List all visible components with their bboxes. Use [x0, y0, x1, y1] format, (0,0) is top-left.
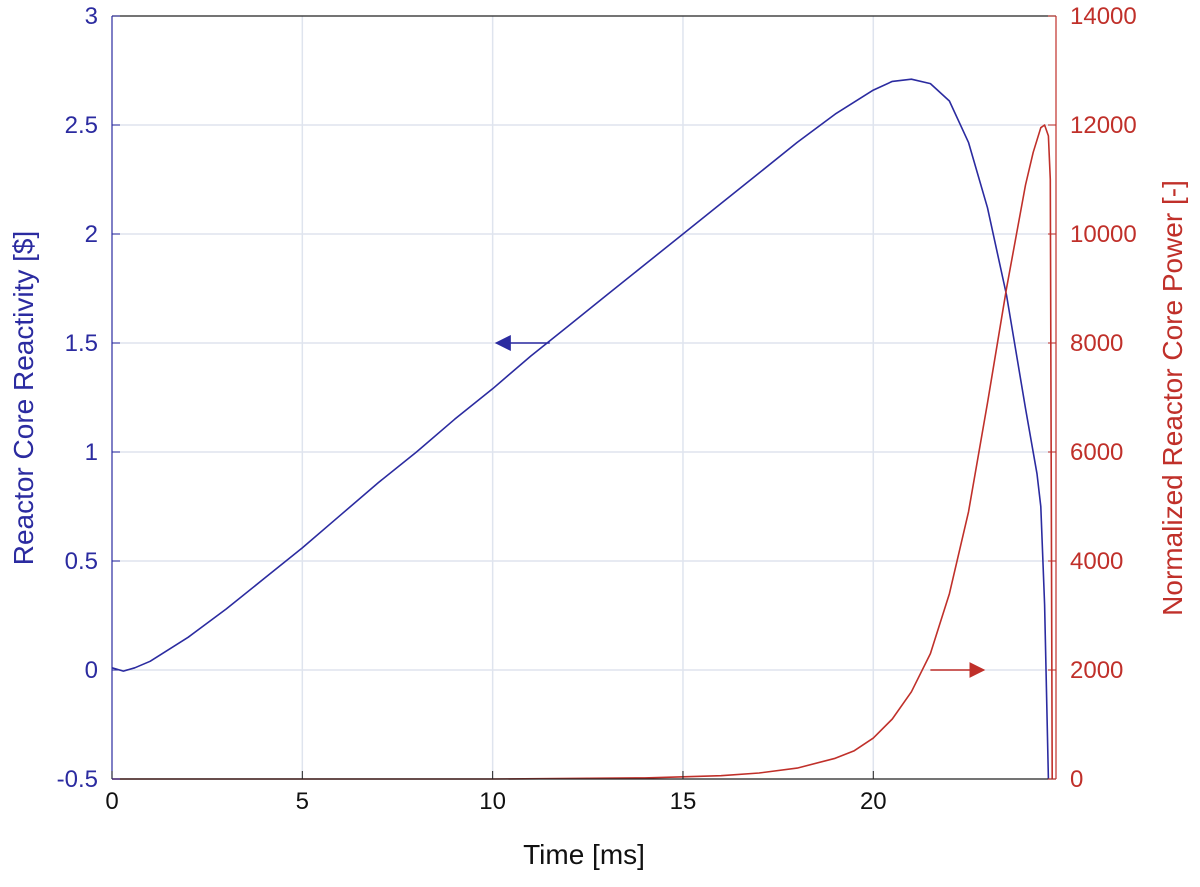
left-tick-label: 3 — [85, 3, 98, 30]
right-tick-label: 2000 — [1070, 657, 1123, 684]
x-tick-label: 0 — [105, 788, 118, 815]
series-layer — [111, 78, 1053, 780]
right-tick-label: 8000 — [1070, 330, 1123, 357]
left-axis-label: Reactor Core Reactivity [$] — [8, 231, 39, 566]
left-tick-label: 1 — [85, 439, 98, 466]
x-tick-label: 10 — [479, 788, 506, 815]
x-axis-label: Time [ms] — [523, 839, 645, 870]
reactivity-series-line — [111, 78, 1050, 780]
left-tick-label: 2 — [85, 221, 98, 248]
x-tick-label: 5 — [296, 788, 309, 815]
left-tick-label: 0.5 — [65, 548, 98, 575]
left-tick-label: -0.5 — [57, 766, 98, 793]
right-tick-label: 12000 — [1070, 112, 1137, 139]
right-tick-label: 6000 — [1070, 439, 1123, 466]
left-tick-label: 1.5 — [65, 330, 98, 357]
power-series-line — [112, 124, 1053, 780]
grid-layer — [112, 16, 1056, 779]
right-axis-label: Normalized Reactor Core Power [-] — [1157, 180, 1188, 616]
x-tick-label: 20 — [860, 788, 887, 815]
left-tick-label: 0 — [85, 657, 98, 684]
right-tick-label: 0 — [1070, 766, 1083, 793]
right-tick-label: 4000 — [1070, 548, 1123, 575]
annotation-layer — [494, 335, 986, 678]
axes-frame — [111, 15, 1057, 780]
x-tick-label: 15 — [670, 788, 697, 815]
tick-labels: 0 5 10 15 20 -0.5 0 0.5 1 1.5 2 2.5 3 0 2000 4000 6000 80… — [57, 3, 1137, 815]
right-tick-label: 10000 — [1070, 221, 1137, 248]
right-tick-label: 14000 — [1070, 3, 1137, 30]
left-tick-label: 2.5 — [65, 112, 98, 139]
